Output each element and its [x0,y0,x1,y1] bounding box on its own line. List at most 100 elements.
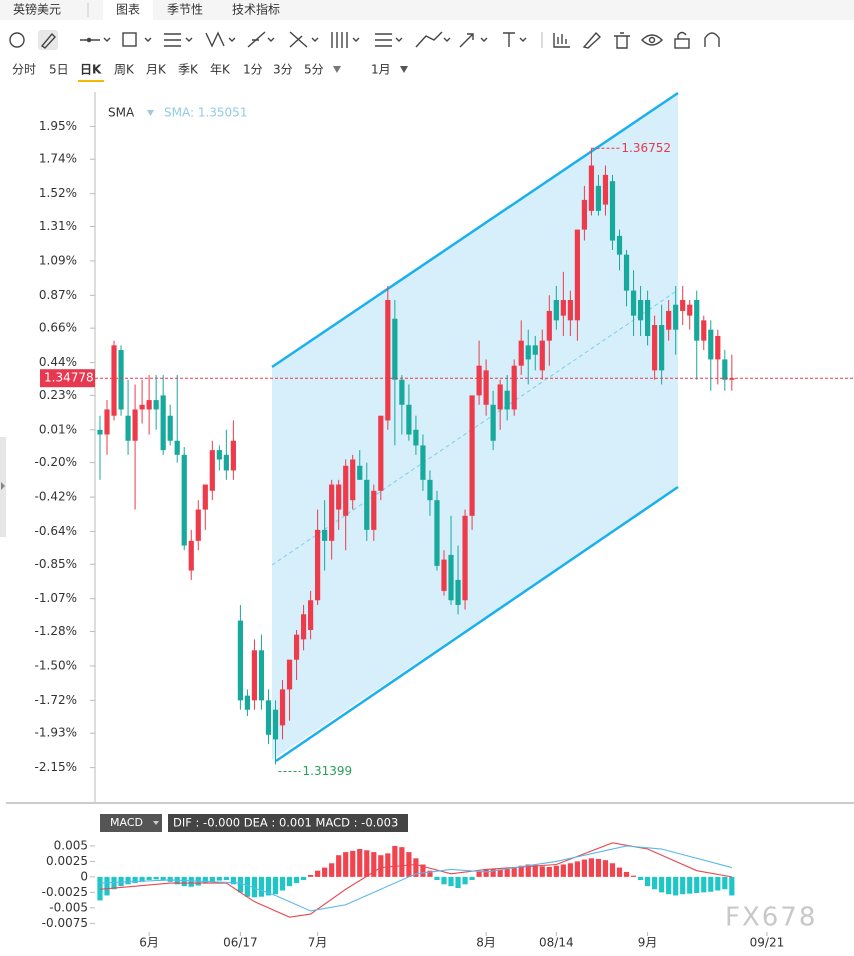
macd-bar [441,876,447,885]
dropdown-arrow [153,821,159,825]
macd-bar [532,865,538,877]
period[interactable]: 分时 [12,63,36,77]
candle-body [343,465,349,516]
period[interactable]: 季K [178,63,199,77]
candle-body [574,229,580,321]
macd-bar [237,876,243,893]
period[interactable]: 3分 [273,63,293,77]
candle-body [434,500,440,566]
period[interactable]: 5日 [49,63,69,77]
y-tick-label: -1.28% [35,624,77,638]
channel-line [271,91,679,369]
candle-body [497,384,503,410]
candle-body [315,529,321,601]
period[interactable]: 周K [114,63,135,77]
candle-body [427,479,433,501]
macd-bar [483,869,489,877]
candle-body [715,335,721,360]
candle-body [729,378,735,380]
candle-body [399,379,405,405]
y-tick-label: -0.005 [49,900,88,914]
macd-bar [272,876,279,895]
period-bar: 分时 5日 日K 周K 月K 季K 年K 1分 3分 5分 1月 [12,63,408,82]
macd-bar [497,869,503,877]
candle-body [680,299,686,311]
candle-body [518,340,524,366]
y-tick-label: -1.07% [35,591,77,605]
tab[interactable]: 季节性 [167,3,203,17]
candle-body [195,509,201,541]
tab[interactable]: 图表 [116,3,140,17]
channel-line [275,485,679,763]
candle-body [244,695,251,710]
candle-body [188,540,194,571]
macd-bar [518,865,524,877]
x-tick-label: 09/21 [750,936,785,950]
macd-bar [490,868,496,877]
period[interactable]: 月K [146,63,167,77]
tab[interactable]: 技术指标 [232,2,280,17]
period[interactable]: 年K [210,63,231,77]
candle-body [462,515,468,601]
macd-selector[interactable] [100,814,162,832]
y-tick-label: 1.31% [39,219,77,233]
high-label: 1.36752 [621,141,671,155]
watermark: FX678 [725,903,817,933]
candle-body [167,415,173,441]
macd-bar [511,867,517,877]
active-tab[interactable] [103,0,153,20]
y-tick-label: -2.15% [35,760,77,774]
macd-bar [567,863,573,877]
y-tick-label: 0.44% [39,355,77,369]
y-tick-label: 1.09% [39,253,77,267]
legend-arrow[interactable] [147,110,154,116]
macd-name[interactable]: MACD [110,816,143,829]
candle-body [293,634,300,660]
macd-bar [539,866,545,877]
macd-bar [581,859,588,877]
candle-body [329,484,335,541]
toolbar[interactable] [9,30,720,50]
dropdown-arrow[interactable] [400,66,408,73]
y-tick-label: -0.85% [35,557,77,571]
dropdown-arrow[interactable] [333,66,341,73]
macd-bar [300,876,307,880]
candle-body [97,429,103,435]
macd-bar [652,876,658,890]
macd-line [99,842,732,918]
x-tick-label: 6月 [139,936,159,950]
macd-bar [623,871,630,877]
x-tick-label: 06/17 [223,936,258,950]
macd-bar [97,876,103,901]
candle-body [539,340,545,371]
period-active[interactable]: 日K [80,63,102,77]
macd-bar [462,876,468,885]
candle-body [448,554,454,601]
x-tick-label: 9月 [638,936,658,950]
macd-bar [448,876,454,887]
macd-bar [574,861,580,877]
candle-body [546,310,552,341]
period[interactable]: 1月 [371,63,391,77]
candle-body [476,365,482,396]
candle-body [209,450,215,491]
macd-bar [434,876,440,880]
macd-bar [118,876,124,887]
tab-bar [0,0,854,20]
candle-body [174,440,180,455]
period[interactable]: 1分 [243,63,263,77]
period[interactable]: 5分 [304,63,324,77]
macd-bar [406,852,412,877]
candle-body [146,400,152,410]
macd-bar [616,867,623,877]
macd-bar [167,876,173,882]
candle-body [364,479,370,530]
macd-line [99,845,732,912]
candle-body [659,325,665,371]
candle-body [279,689,286,726]
y-tick-label: -0.64% [35,524,77,538]
macd-bar [644,876,651,887]
candle-body [322,529,328,541]
y-tick-label: 0.0025 [46,854,88,868]
macd-bar [343,852,349,877]
